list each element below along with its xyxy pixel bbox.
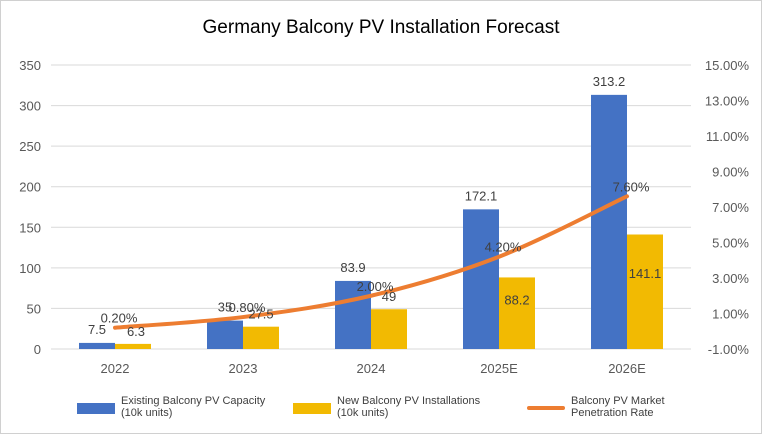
y2-tick-label: 13.00%: [705, 94, 750, 109]
y-tick-label: 50: [27, 301, 41, 316]
x-tick-label: 2023: [229, 361, 258, 376]
data-label-existing: 313.2: [593, 74, 626, 89]
bar-existing: [79, 342, 115, 349]
data-label-new: 141.1: [629, 266, 662, 281]
data-label-rate: 7.60%: [613, 179, 650, 194]
legend-item-existing: Existing Balcony PV Capacity (10k units): [77, 395, 277, 429]
x-tick-label: 2026E: [608, 361, 646, 376]
y-tick-label: 100: [19, 261, 41, 276]
x-tick-label: 2025E: [480, 361, 518, 376]
bar-existing: [591, 94, 627, 350]
legend-swatch-rate: [527, 406, 565, 410]
x-tick-label: 2024: [357, 361, 386, 376]
y2-tick-label: -1.00%: [708, 342, 750, 357]
data-label-new: 49: [382, 289, 396, 304]
y-tick-label: 150: [19, 220, 41, 235]
legend-swatch-existing: [77, 403, 115, 414]
legend-item-new: New Balcony PV Installations (10k units): [293, 395, 493, 429]
data-label-new: 6.3: [127, 324, 145, 339]
legend-swatch-new: [293, 403, 331, 414]
y2-tick-label: 1.00%: [712, 307, 749, 322]
x-tick-label: 2022: [101, 361, 130, 376]
data-label-existing: 172.1: [465, 188, 498, 203]
y2-tick-label: 7.00%: [712, 200, 749, 215]
legend-label-new: New Balcony PV Installations (10k units): [337, 395, 481, 419]
chart-title: Germany Balcony PV Installation Forecast: [202, 17, 560, 38]
data-label-rate: 0.80%: [229, 300, 266, 315]
data-label-existing: 35: [218, 300, 232, 315]
data-label-existing: 7.5: [88, 322, 106, 337]
data-label-new: 88.2: [504, 293, 529, 308]
bar-existing: [207, 320, 243, 349]
data-label-rate: 4.20%: [485, 240, 522, 255]
bar-new: [115, 343, 151, 349]
bar-new: [243, 326, 279, 349]
y2-tick-label: 5.00%: [712, 236, 749, 251]
data-label-rate: 0.20%: [101, 311, 138, 326]
legend-label-existing: Existing Balcony PV Capacity (10k units): [121, 395, 266, 419]
y-tick-label: 0: [34, 342, 41, 357]
y-tick-label: 200: [19, 180, 41, 195]
data-label-existing: 83.9: [340, 260, 365, 275]
y2-tick-label: 3.00%: [712, 271, 749, 286]
y-tick-label: 350: [19, 58, 41, 73]
bar-new: [499, 277, 535, 349]
bar-new: [627, 234, 663, 349]
data-label-new: 27.5: [248, 307, 273, 322]
legend-item-rate: Balcony PV Market Penetration Rate: [527, 395, 727, 429]
y2-tick-label: 9.00%: [712, 165, 749, 180]
data-label-rate: 2.00%: [357, 279, 394, 294]
bar-existing: [335, 280, 371, 349]
legend-label-rate: Balcony PV Market Penetration Rate: [571, 395, 665, 419]
y2-tick-label: 15.00%: [705, 58, 750, 73]
bar-new: [371, 309, 407, 349]
y-tick-label: 250: [19, 139, 41, 154]
y2-tick-label: 11.00%: [706, 129, 750, 144]
bar-existing: [463, 209, 499, 349]
rate-line: [113, 194, 629, 330]
y-tick-label: 300: [19, 99, 41, 114]
